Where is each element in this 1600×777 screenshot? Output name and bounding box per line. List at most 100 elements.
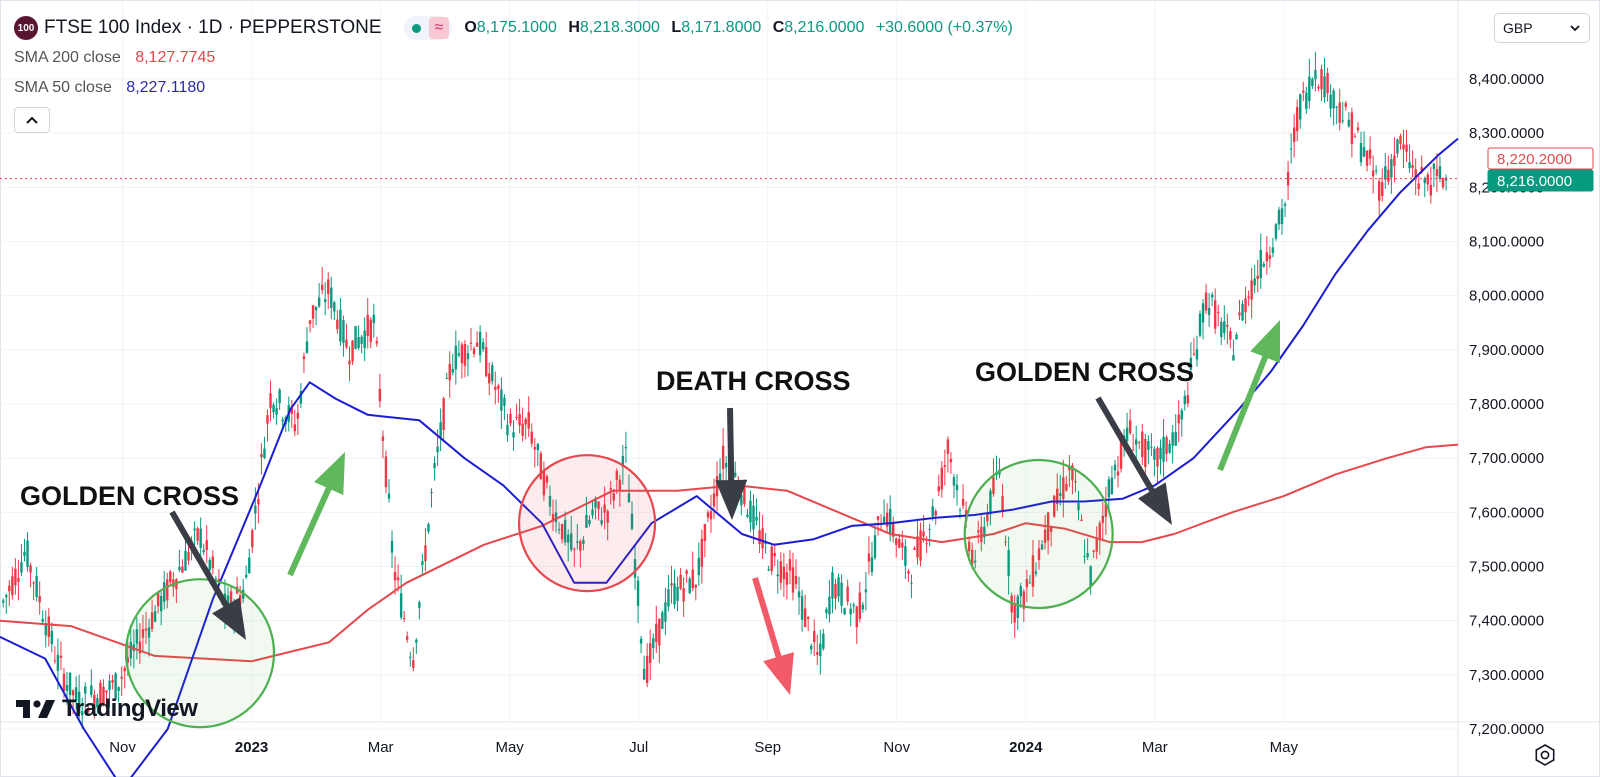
candle-body — [1162, 436, 1165, 462]
candle-body — [156, 591, 160, 607]
candle-body — [691, 569, 694, 589]
candle-body — [1198, 313, 1202, 336]
candle-body — [949, 459, 953, 463]
candle-body — [1359, 142, 1363, 163]
candle-body — [1238, 312, 1241, 316]
symbol-logo[interactable]: 100 — [14, 16, 38, 40]
candle-body — [919, 530, 922, 561]
candle-body — [1156, 448, 1159, 467]
candle-body — [205, 540, 208, 550]
candle-body — [454, 345, 458, 370]
candle-body — [1007, 550, 1010, 576]
candle-body — [1314, 69, 1317, 80]
candle-body — [126, 657, 129, 663]
candle-body — [150, 612, 154, 629]
candle-body — [1110, 477, 1114, 494]
candle-body — [1435, 169, 1439, 177]
candle-body — [466, 353, 470, 360]
candle-body — [594, 498, 597, 508]
x-tick-label: May — [1270, 739, 1299, 756]
candle-body — [399, 593, 403, 618]
candle-body — [184, 550, 187, 571]
x-tick-label: Sep — [754, 739, 781, 756]
candle-body — [873, 535, 877, 558]
candle-body — [849, 608, 852, 615]
candle-body — [788, 559, 792, 571]
candle-body — [673, 583, 676, 605]
candle-body — [460, 344, 464, 364]
candle-body — [144, 628, 148, 631]
candle-body — [785, 572, 789, 585]
candle-body — [794, 575, 798, 585]
collapse-legend-button[interactable] — [14, 107, 50, 133]
candle-body — [1071, 465, 1074, 481]
candle-body — [117, 687, 120, 691]
wave-icon: ≈ — [428, 17, 450, 39]
tradingview-logo[interactable]: TradingView — [16, 695, 198, 723]
candle-body — [442, 398, 445, 431]
candle-body — [1056, 488, 1059, 505]
candle-body — [1332, 90, 1335, 109]
candle-body — [846, 586, 849, 602]
y-tick-label: 7,800.0000 — [1469, 396, 1544, 413]
candle-body — [123, 667, 126, 672]
candle-body — [20, 562, 23, 573]
candle-body — [5, 595, 8, 598]
candle-body — [588, 520, 591, 525]
candle-body — [494, 386, 497, 390]
candle-body — [1001, 495, 1004, 511]
candle-body — [500, 389, 503, 411]
candle-body — [275, 408, 278, 415]
candle-body — [418, 602, 421, 608]
candle-body — [1265, 252, 1269, 262]
annotation-death-cross: DEATH CROSS — [656, 366, 851, 396]
candle-body — [302, 356, 306, 360]
candle-body — [320, 284, 324, 291]
candle-body — [175, 579, 178, 590]
candle-body — [311, 305, 315, 319]
candle-body — [1062, 477, 1065, 500]
candle-body — [1168, 443, 1171, 453]
candle-body — [679, 574, 682, 589]
candle-body — [791, 567, 795, 593]
candle-body — [557, 529, 561, 531]
candle-body — [269, 393, 272, 409]
candle-body — [752, 505, 755, 530]
symbol-title[interactable]: FTSE 100 Index · 1D · PEPPERSTONE — [44, 17, 382, 38]
candle-body — [937, 486, 940, 492]
candle-body — [506, 424, 509, 436]
candle-body — [445, 377, 448, 379]
sma50-legend[interactable]: SMA 50 close 8,227.1180 — [14, 79, 205, 97]
candle-body — [685, 570, 688, 574]
candle-body — [1344, 103, 1348, 107]
candle-body — [934, 511, 937, 516]
open-value: 8,175.1000 — [476, 19, 557, 36]
candle-body — [138, 641, 142, 654]
candle-body — [1174, 431, 1177, 446]
currency-select[interactable]: GBP — [1494, 13, 1590, 43]
sma200-legend[interactable]: SMA 200 close 8,127.7745 — [14, 49, 215, 67]
candle-body — [472, 348, 476, 355]
candle-body — [1223, 321, 1226, 334]
candle-body — [1113, 464, 1117, 471]
candle-body — [451, 369, 454, 373]
candle-body — [87, 708, 90, 713]
candle-body — [317, 297, 321, 307]
candle-body — [1226, 325, 1229, 327]
candle-body — [1177, 414, 1180, 424]
candle-body — [721, 445, 725, 469]
brand-name: TradingView — [62, 695, 198, 722]
settings-gear-icon[interactable] — [1532, 742, 1558, 768]
candle-body — [1441, 178, 1445, 188]
candle-body — [62, 673, 66, 692]
candle-body — [1250, 280, 1253, 300]
market-status-pill[interactable]: ≈ — [403, 16, 453, 40]
candle-body — [381, 436, 385, 441]
candle-body — [867, 553, 871, 562]
candle-body — [983, 526, 986, 538]
candle-body — [636, 580, 640, 606]
candle-body — [1274, 224, 1278, 239]
candle-body — [415, 639, 418, 643]
